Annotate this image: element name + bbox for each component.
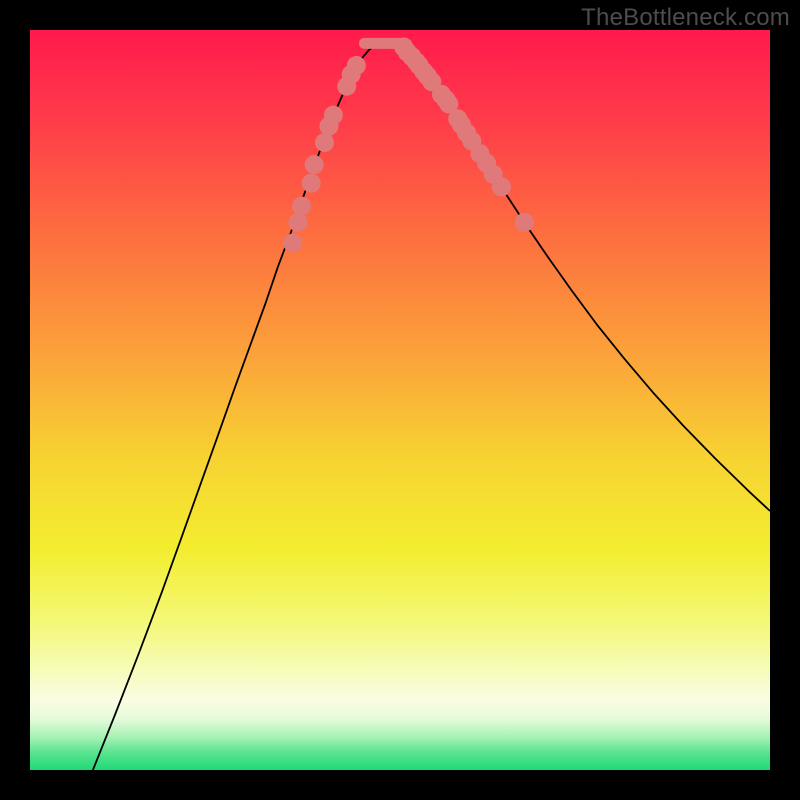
scatter-marker bbox=[347, 56, 366, 75]
scatter-marker bbox=[315, 133, 334, 152]
scatter-marker bbox=[292, 197, 311, 216]
scatter-marker bbox=[288, 213, 307, 232]
scatter-marker bbox=[305, 155, 324, 174]
scatter-marker bbox=[324, 106, 343, 125]
plot-area bbox=[30, 30, 770, 770]
bottleneck-curve-svg bbox=[30, 30, 770, 770]
watermark-text: TheBottleneck.com bbox=[581, 4, 790, 32]
scatter-marker bbox=[492, 177, 511, 196]
chart-frame: TheBottleneck.com bbox=[0, 0, 800, 800]
scatter-marker bbox=[302, 174, 321, 193]
scatter-marker bbox=[283, 234, 302, 253]
scatter-marker bbox=[515, 213, 534, 232]
